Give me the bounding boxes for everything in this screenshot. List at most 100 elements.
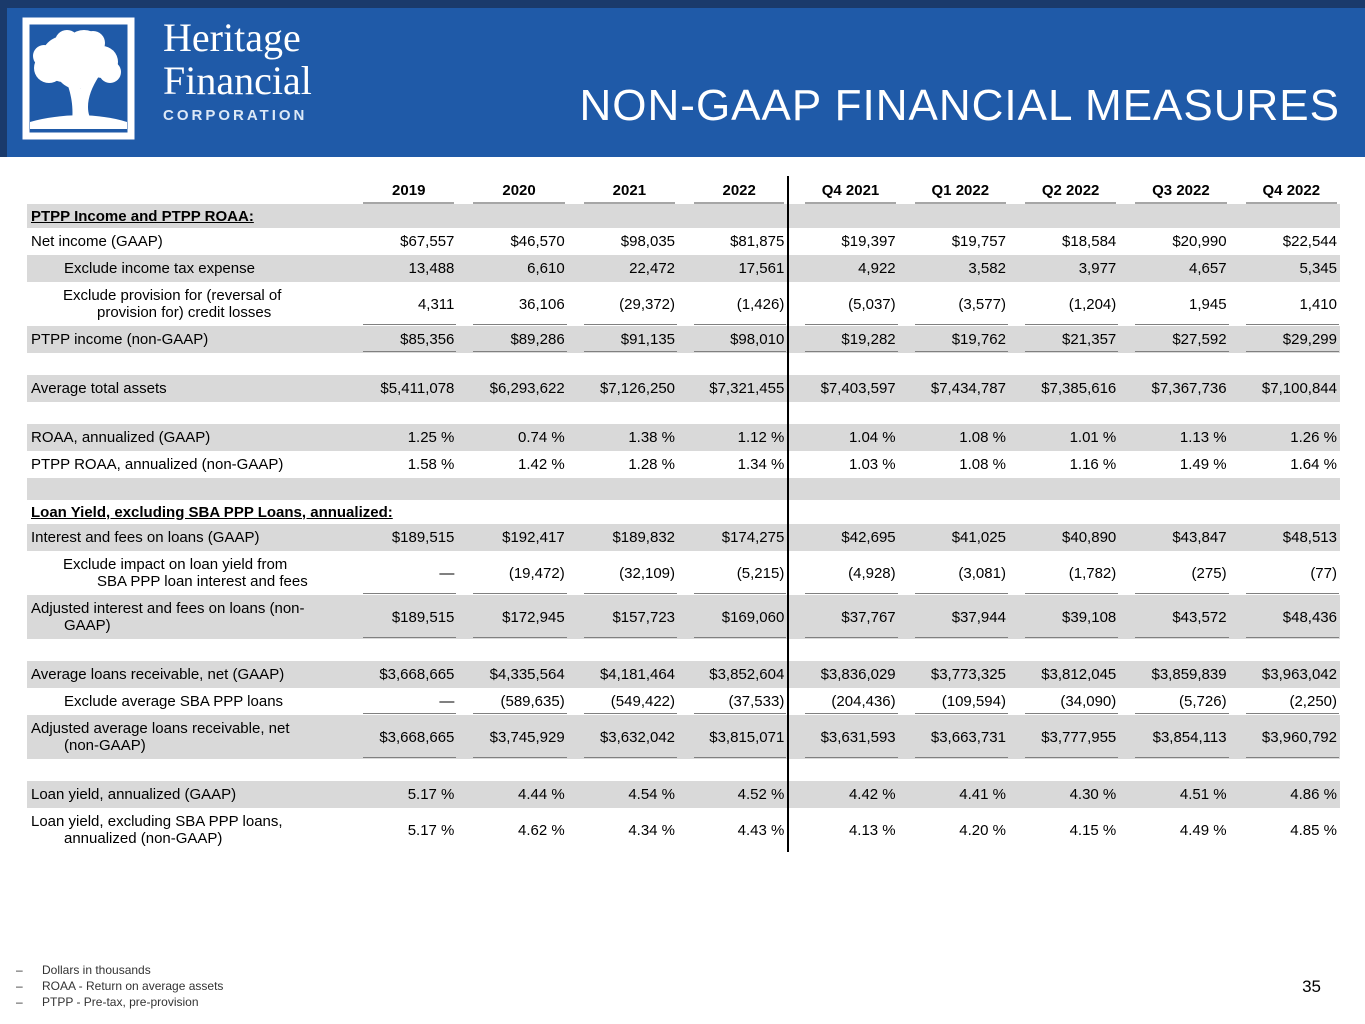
cell-value: $21,357 bbox=[1009, 326, 1119, 353]
footnote-dash: – bbox=[16, 963, 23, 977]
cell-value: $189,515 bbox=[347, 595, 457, 639]
column-header: Q2 2022 bbox=[1009, 176, 1119, 204]
cell-value: 36,106 bbox=[457, 282, 568, 326]
cell-value: $3,852,604 bbox=[709, 666, 785, 683]
cell-value: 1.12 % bbox=[737, 429, 785, 446]
cell-value bbox=[899, 639, 1009, 661]
table-row: Loan yield, annualized (GAAP) 5.17 % 4.44 … bbox=[27, 781, 1340, 808]
cell-value: (549,422) bbox=[568, 688, 678, 715]
cell-value: — bbox=[347, 688, 457, 715]
cell-value bbox=[457, 204, 567, 228]
cell-value: $6,293,622 bbox=[489, 380, 565, 397]
cell-value: 6,610 bbox=[527, 260, 565, 277]
cell-value: $48,513 bbox=[1282, 529, 1337, 546]
row-label bbox=[27, 478, 347, 500]
cell-value: 17,561 bbox=[738, 260, 785, 277]
cell-value: (5,215) bbox=[678, 551, 788, 595]
row-label: Average total assets bbox=[31, 380, 167, 397]
table-row: Exclude impact on loan yield from SBA PP… bbox=[27, 551, 1340, 595]
row-label bbox=[27, 759, 347, 781]
label-column-header bbox=[27, 176, 347, 204]
cell-value: $7,126,250 bbox=[599, 380, 676, 397]
cell-value bbox=[787, 759, 899, 781]
cell-value: $43,572 bbox=[1119, 595, 1229, 639]
row-label: PTPP ROAA, annualized (non-GAAP) bbox=[31, 456, 284, 473]
cell-value: $3,836,029 bbox=[787, 661, 899, 688]
cell-value: $189,515 bbox=[391, 529, 455, 546]
tree-icon bbox=[22, 17, 135, 140]
cell-value: (29,372) bbox=[568, 282, 678, 326]
table-row: Exclude income tax expense 13,488 6,610 22,… bbox=[27, 255, 1340, 282]
footnote-text: PTPP - Pre-tax, pre-provision bbox=[42, 995, 199, 1009]
cell-value: 4.41 % bbox=[959, 786, 1006, 803]
spacer-row bbox=[27, 759, 1340, 781]
table-row: Average loans receivable, net (GAAP) $3,6… bbox=[27, 661, 1340, 688]
column-header: Q1 2022 bbox=[899, 176, 1009, 204]
column-header: 2021 bbox=[568, 176, 678, 204]
table-row: Adjusted interest and fees on loans (non… bbox=[27, 595, 1340, 639]
cell-value: $85,356 bbox=[347, 326, 457, 353]
logo-line-corporation: CORPORATION bbox=[163, 107, 308, 124]
cell-value: $7,321,455 bbox=[709, 380, 785, 397]
column-header: 2020 bbox=[457, 176, 567, 204]
cell-value: $46,570 bbox=[510, 233, 565, 250]
cell-value: 1,410 bbox=[1230, 282, 1340, 326]
table-row: ROAA, annualized (GAAP) 1.25 % 0.74 % 1.38 … bbox=[27, 424, 1340, 451]
logo-line-financial: Financial bbox=[163, 58, 312, 103]
table-row: Adjusted average loans receivable, net (… bbox=[27, 715, 1340, 759]
cell-value bbox=[787, 478, 899, 500]
cell-value: 4,922 bbox=[787, 255, 899, 282]
cell-value: 4.13 % bbox=[787, 808, 899, 852]
cell-value: 1.04 % bbox=[787, 424, 899, 451]
table-row: PTPP income (non-GAAP) $85,356 $89,286 $91,… bbox=[27, 326, 1340, 353]
cell-value: 4,311 bbox=[347, 282, 457, 326]
cell-value: $18,584 bbox=[1062, 233, 1117, 250]
cell-value: (275) bbox=[1119, 551, 1229, 595]
cell-value: 4.15 % bbox=[1069, 821, 1117, 839]
cell-value bbox=[568, 204, 678, 228]
cell-value bbox=[568, 402, 678, 424]
cell-value: $67,557 bbox=[400, 233, 455, 250]
row-label: Exclude income tax expense bbox=[64, 260, 255, 277]
cell-value: (32,109) bbox=[568, 551, 678, 595]
row-label bbox=[27, 402, 347, 424]
cell-value: $3,854,113 bbox=[1119, 715, 1229, 759]
cell-value: (77) bbox=[1230, 551, 1340, 595]
cell-value: $3,963,042 bbox=[1261, 666, 1337, 683]
cell-value: $189,832 bbox=[612, 529, 676, 546]
footnote-text: ROAA - Return on average assets bbox=[42, 979, 224, 993]
cell-value: $98,010 bbox=[678, 326, 788, 353]
cell-value: $4,335,564 bbox=[489, 666, 565, 683]
cell-value bbox=[1119, 500, 1229, 524]
cell-value bbox=[568, 759, 678, 781]
cell-value bbox=[899, 353, 1009, 375]
cell-value: $172,945 bbox=[457, 595, 568, 639]
cell-value: $27,592 bbox=[1119, 326, 1229, 353]
cell-value: (204,436) bbox=[787, 688, 899, 715]
cell-value bbox=[1119, 402, 1229, 424]
cell-value: 22,472 bbox=[629, 260, 676, 277]
cell-value bbox=[787, 353, 899, 375]
cell-value: 0.74 % bbox=[518, 429, 565, 446]
cell-value: $7,434,787 bbox=[930, 380, 1006, 397]
column-header: Q3 2022 bbox=[1119, 176, 1229, 204]
row-label: Adjusted average loans receivable, net (… bbox=[31, 720, 290, 754]
cell-value: $89,286 bbox=[457, 326, 568, 353]
cell-value bbox=[1009, 353, 1119, 375]
cell-value: $7,367,736 bbox=[1151, 380, 1227, 397]
cell-value: $37,767 bbox=[787, 595, 899, 639]
cell-value: (2,250) bbox=[1230, 688, 1340, 715]
cell-value: $192,417 bbox=[502, 529, 565, 546]
row-label: Loan yield, annualized (GAAP) bbox=[31, 786, 237, 803]
cell-value bbox=[1119, 759, 1229, 781]
cell-value: $19,397 bbox=[787, 228, 899, 255]
cell-value: 1.13 % bbox=[1179, 429, 1227, 446]
cell-value bbox=[787, 204, 899, 228]
cell-value: $19,757 bbox=[951, 233, 1006, 250]
cell-value: 5,345 bbox=[1299, 260, 1337, 277]
section-row: PTPP Income and PTPP ROAA: bbox=[27, 204, 1340, 228]
cell-value bbox=[787, 500, 899, 524]
cell-value: (34,090) bbox=[1009, 688, 1119, 715]
cell-value: 3,582 bbox=[968, 260, 1006, 277]
cell-value bbox=[568, 478, 678, 500]
